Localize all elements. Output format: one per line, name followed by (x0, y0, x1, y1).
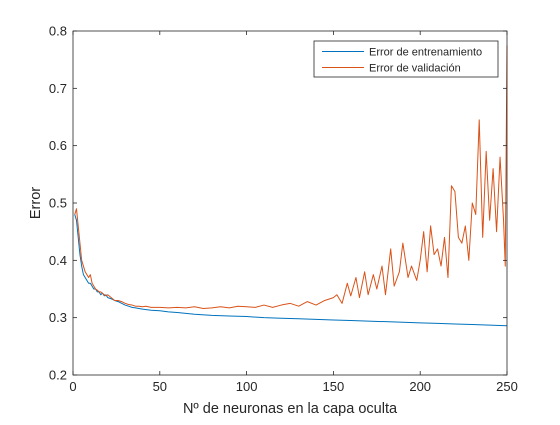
x-tick-label: 100 (236, 379, 258, 394)
x-axis-title: Nº de neuronas en la capa oculta (183, 401, 398, 417)
x-tick-label: 50 (153, 379, 167, 394)
x-tick-label: 200 (409, 379, 431, 394)
x-tick-label: 150 (323, 379, 345, 394)
y-tick-label: 0.8 (49, 24, 67, 39)
x-tick-label: 0 (69, 379, 76, 394)
legend-label-training: Error de entrenamiento (369, 47, 482, 59)
y-tick-label: 0.2 (49, 368, 67, 383)
x-tick-label: 250 (496, 379, 518, 394)
legend: Error de entrenamiento Error de validaci… (314, 41, 498, 77)
y-tick-label: 0.6 (49, 138, 67, 153)
y-tick-label: 0.5 (49, 196, 67, 211)
legend-label-validation: Error de validación (369, 63, 461, 75)
y-tick-label: 0.3 (49, 310, 67, 325)
y-tick-label: 0.7 (49, 81, 67, 96)
y-tick-label: 0.4 (49, 253, 67, 268)
y-axis-title: Error (28, 187, 44, 219)
